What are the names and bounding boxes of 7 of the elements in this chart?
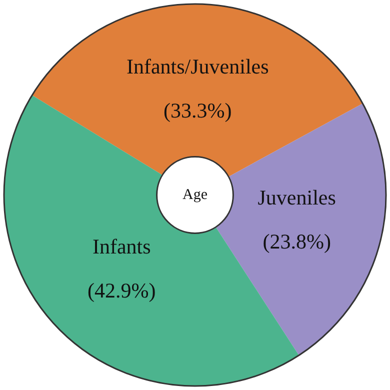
data-label: (33.3%) bbox=[164, 98, 232, 122]
text: Age bbox=[182, 186, 208, 203]
slice-label: Infants bbox=[92, 234, 151, 259]
data-label: (42.9%) bbox=[88, 278, 156, 303]
slice-label: Infants/Juveniles bbox=[126, 54, 269, 78]
data-label: (23.8%) bbox=[262, 229, 331, 254]
slice-label: Juveniles bbox=[258, 185, 336, 210]
